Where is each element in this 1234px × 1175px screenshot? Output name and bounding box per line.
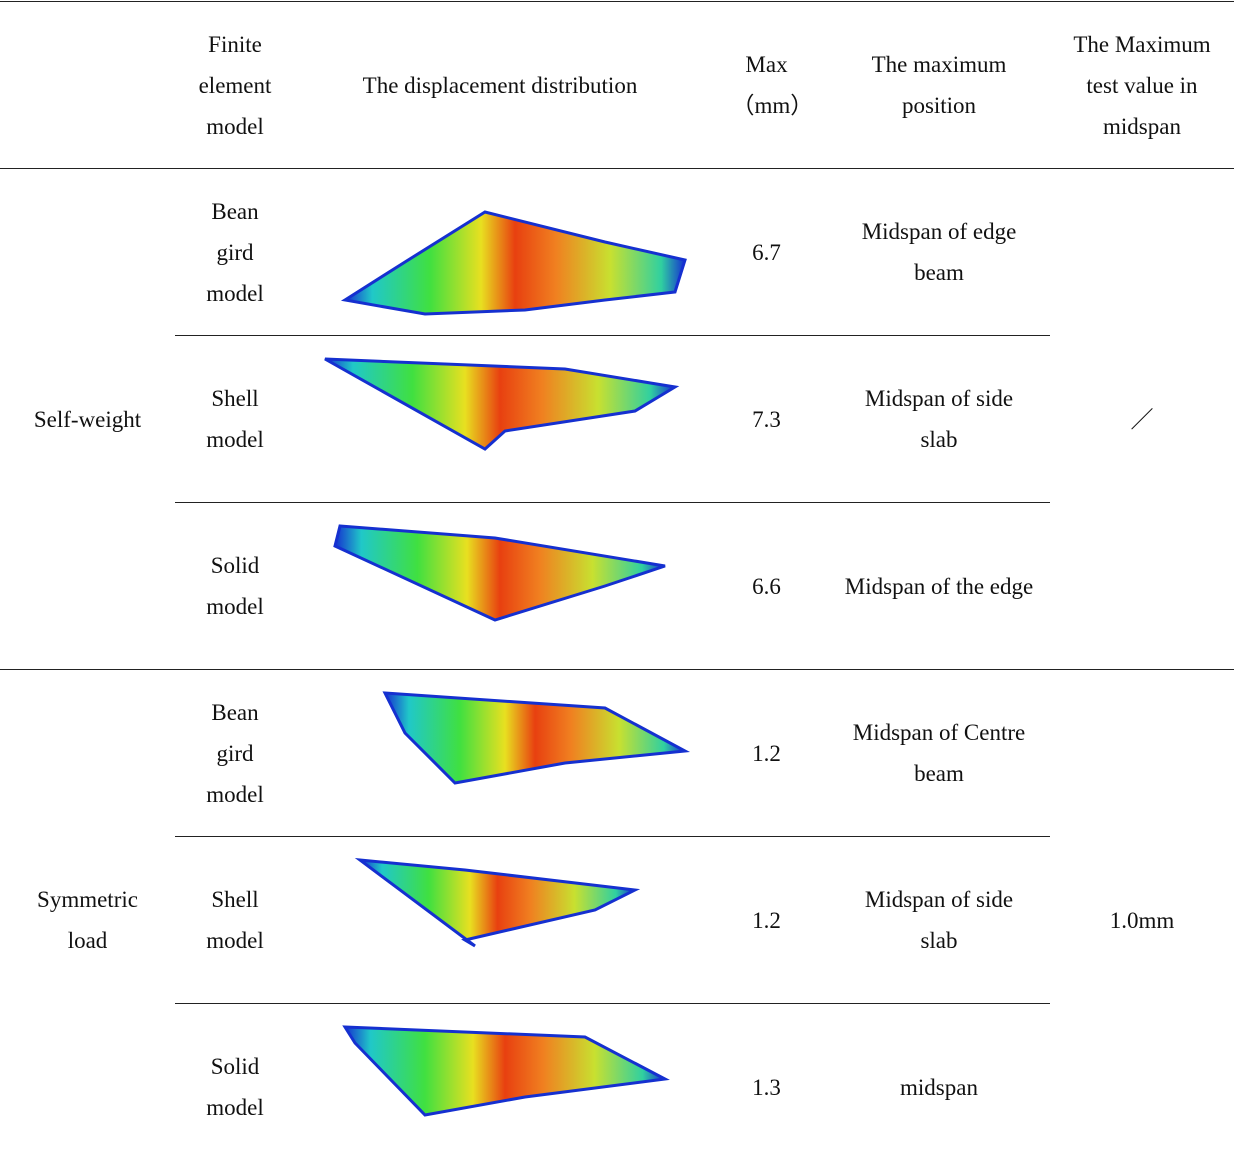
position-text: Midspan of Centre beam [844,712,1034,794]
mesh-shape [345,212,685,314]
displacement-plot [305,850,695,990]
displacement-plot [305,683,695,823]
max-cell: 1.2 [705,670,828,837]
header-row: Finite element model The displacement di… [0,2,1234,169]
model-cell: Solid model [175,503,295,670]
mesh-shape [335,526,665,620]
table-row: Solid model 1.3 midspan [0,1004,1234,1171]
group-label: Symmetric load [23,879,153,961]
results-table: Finite element model The displacement di… [0,1,1234,1171]
model-cell: Shell model [175,837,295,1004]
group-label-cell: Symmetric load [0,670,175,1171]
image-cell [295,336,705,503]
table-row: Shell model 1.2 Midspan of side slab [0,837,1234,1004]
position-text: Midspan of the edge [844,566,1034,607]
position-text: Midspan of edge beam [844,211,1034,293]
max-cell: 1.3 [705,1004,828,1171]
position-cell: Midspan of side slab [828,336,1050,503]
model-name: Bean gird model [190,692,280,815]
max-cell: 1.2 [705,837,828,1004]
image-cell [295,1004,705,1171]
model-cell: Shell model [175,336,295,503]
model-name: Shell model [190,378,280,460]
displacement-plot [305,1017,695,1157]
header-cell: The displacement distribution [363,73,638,98]
position-cell: Midspan of side slab [828,837,1050,1004]
position-text: Midspan of side slab [844,879,1034,961]
position-cell: Midspan of the edge [828,503,1050,670]
test-value: ／ [1131,407,1154,432]
mesh-shape [385,693,685,783]
model-cell: Solid model [175,1004,295,1171]
max-value: 1.2 [752,741,781,766]
model-cell: Bean gird model [175,670,295,837]
image-cell [295,169,705,336]
model-name: Bean gird model [190,191,280,314]
max-cell: 6.6 [705,503,828,670]
header-cell: Finite element model [190,24,280,147]
max-cell: 6.7 [705,169,828,336]
test-value: 1.0mm [1110,908,1175,933]
position-cell: Midspan of Centre beam [828,670,1050,837]
group-label-cell: Self-weight [0,169,175,670]
max-value: 1.2 [752,908,781,933]
max-value: 6.7 [752,240,781,265]
table-row: Solid model 6.6 Midspan of the edge [0,503,1234,670]
max-value: 1.3 [752,1075,781,1100]
displacement-plot [305,182,695,322]
header-cell: The Maximum test value in midspan [1060,24,1225,147]
test-value-cell: ／ [1050,169,1234,670]
image-cell [295,837,705,1004]
table-row: Shell model 7.3 Midspan of side slab [0,336,1234,503]
mesh-shape [325,359,675,449]
mesh-shape [360,860,635,946]
image-cell [295,503,705,670]
position-cell: midspan [828,1004,1050,1171]
test-value-cell: 1.0mm [1050,670,1234,1171]
header-cell: The maximum position [854,44,1024,126]
max-cell: 7.3 [705,336,828,503]
page: Finite element model The displacement di… [0,1,1234,1175]
header-cell: Max（mm） [732,44,802,126]
model-cell: Bean gird model [175,169,295,336]
model-name: Solid model [190,1046,280,1128]
group-label: Self-weight [23,399,153,440]
position-text: midspan [844,1067,1034,1108]
displacement-plot [305,516,695,656]
position-text: Midspan of side slab [844,378,1034,460]
image-cell [295,670,705,837]
max-value: 7.3 [752,407,781,432]
model-name: Solid model [190,545,280,627]
displacement-plot [305,349,695,489]
mesh-shape [345,1027,665,1115]
max-value: 6.6 [752,574,781,599]
position-cell: Midspan of edge beam [828,169,1050,336]
model-name: Shell model [190,879,280,961]
